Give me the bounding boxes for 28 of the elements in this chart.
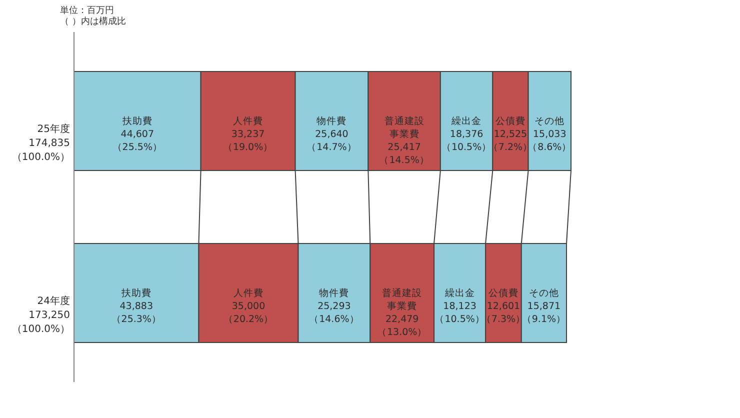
data-label: 25,293 （14.6%） — [309, 300, 360, 325]
total-label: 173,250 （100.0%） — [12, 310, 70, 335]
y-tick-label: 25年度 — [37, 123, 70, 136]
data-label: 25,417 （14.5%） — [379, 142, 430, 166]
series-label: 扶助費 — [120, 286, 152, 299]
data-label: 35,000 （20.2%） — [223, 300, 274, 325]
text: 物件費 — [316, 116, 347, 128]
series-label: 物件費 — [319, 286, 350, 299]
text: 単位：百万円 — [60, 5, 114, 16]
total-label: 174,835 （100.0%） — [12, 138, 70, 164]
text: 普通建設事業費 — [384, 116, 424, 140]
data-label: 43,883 （25.3%） — [111, 300, 162, 325]
text: 人件費 — [233, 288, 264, 299]
text: その他 — [528, 288, 559, 299]
text: 繰出金 — [452, 116, 482, 128]
series-label: その他 — [534, 115, 565, 128]
series-label: 人件費 — [233, 115, 264, 128]
data-label: 22,479 （13.0%） — [376, 314, 428, 338]
data-label: 25,640 （14.7%） — [306, 129, 357, 154]
series-label: 普通建設事業費 — [382, 286, 422, 312]
series-label: 繰出金 — [444, 286, 475, 299]
text: 公債費 — [488, 288, 518, 299]
series-label: 公債費 — [495, 115, 526, 128]
data-label: 44,607 （25.5%） — [112, 129, 162, 154]
y-tick-label: 24年度 — [37, 294, 70, 307]
text: 扶助費 — [122, 116, 152, 128]
data-label: 33,237 （19.0%） — [222, 129, 274, 154]
text: （ ）内は構成比 — [60, 16, 126, 27]
